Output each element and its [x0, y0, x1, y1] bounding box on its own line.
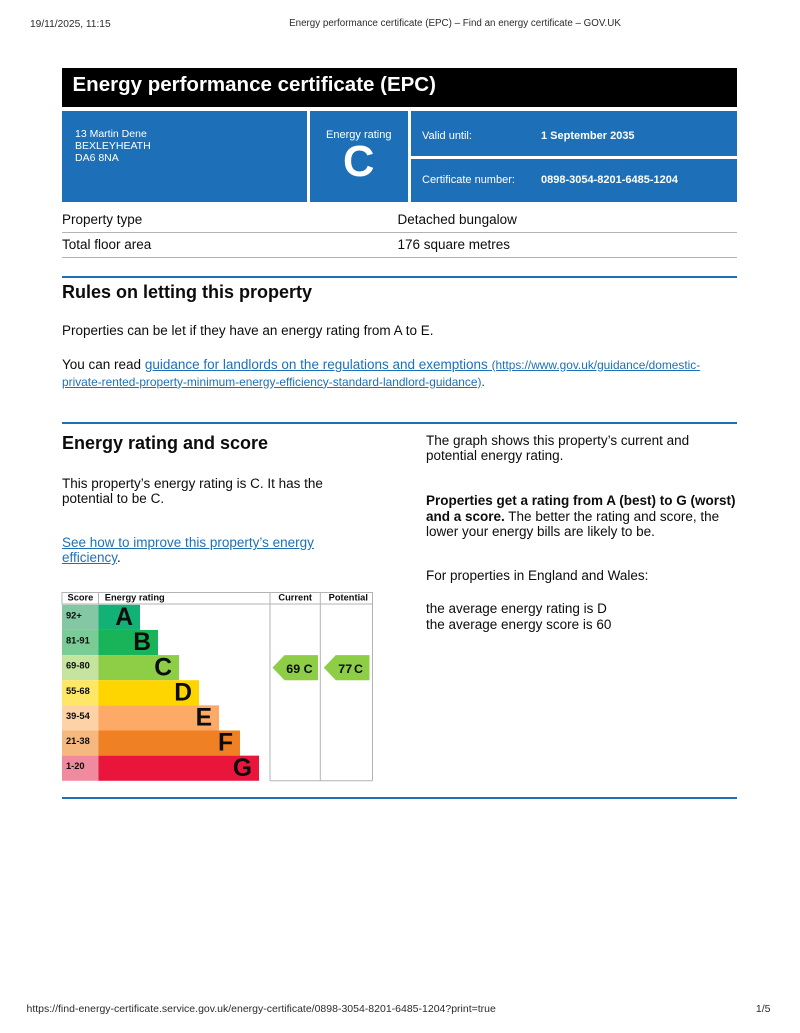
- svg-text:A: A: [115, 604, 133, 631]
- svg-text:69-80: 69-80: [66, 661, 90, 671]
- svg-text:G: G: [233, 755, 252, 782]
- svg-text:Potential: Potential: [329, 593, 368, 603]
- svg-text:Score: Score: [68, 593, 94, 603]
- svg-text:21-38: 21-38: [66, 736, 90, 746]
- svg-text:C: C: [304, 662, 313, 676]
- svg-text:77: 77: [338, 662, 352, 676]
- svg-text:E: E: [196, 705, 212, 732]
- svg-text:Current: Current: [278, 593, 312, 603]
- svg-text:39-54: 39-54: [66, 711, 91, 721]
- svg-text:C: C: [154, 654, 172, 681]
- svg-text:1-20: 1-20: [66, 761, 85, 771]
- svg-text:55-68: 55-68: [66, 686, 90, 696]
- svg-text:C: C: [354, 662, 363, 676]
- svg-text:92+: 92+: [66, 610, 82, 620]
- svg-text:B: B: [133, 629, 151, 656]
- svg-text:F: F: [218, 730, 233, 757]
- svg-text:69: 69: [286, 662, 300, 676]
- svg-text:D: D: [174, 679, 192, 706]
- svg-text:Energy rating: Energy rating: [105, 593, 165, 603]
- svg-text:81-91: 81-91: [66, 636, 90, 646]
